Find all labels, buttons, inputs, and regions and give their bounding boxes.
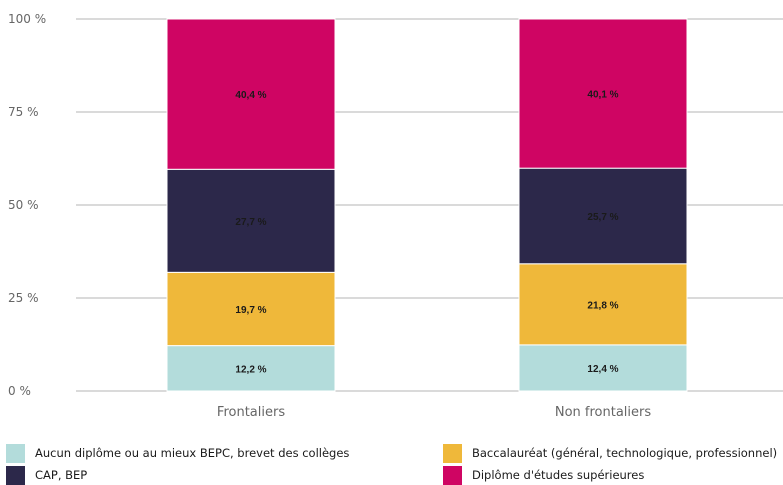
bar-segment	[166, 271, 336, 347]
legend-label: Diplôme d'études supérieures	[472, 468, 645, 482]
y-tick-label: 75 %	[8, 105, 39, 119]
data-label: 19,7 %	[235, 305, 266, 316]
legend-item-cap-bep: CAP, BEP	[6, 465, 87, 485]
data-label: 25,7 %	[587, 212, 618, 223]
bar-segment	[166, 345, 336, 392]
legend-item-diplome-superieur: Diplôme d'études supérieures	[443, 465, 644, 485]
data-label: 40,1 %	[587, 90, 618, 101]
x-tick-label: Non frontaliers	[555, 405, 652, 420]
y-tick-label: 0 %	[8, 384, 31, 398]
bar-segment	[166, 18, 336, 170]
data-label: 21,8 %	[587, 300, 618, 311]
data-label: 27,7 %	[235, 217, 266, 228]
legend-item-baccalaureat: Baccalauréat (général, technologique, pr…	[443, 443, 777, 463]
data-label: 40,4 %	[235, 90, 266, 101]
y-tick-label: 25 %	[8, 291, 39, 305]
stacked-bar-chart: 0 % 25 % 50 % 75 % 100 % 12,2 % 19,7 % 27,7 % 40…	[8, 12, 783, 420]
y-tick-label: 100 %	[8, 12, 46, 26]
bar-segment	[518, 18, 688, 169]
bar-segment	[518, 167, 688, 265]
y-tick-label: 50 %	[8, 198, 39, 212]
data-label: 12,4 %	[587, 364, 618, 375]
x-tick-label: Frontaliers	[217, 405, 285, 420]
legend-swatch	[443, 465, 462, 485]
legend-swatch	[6, 465, 25, 485]
legend-item-aucun-diplome: Aucun diplôme ou au mieux BEPC, brevet d…	[6, 443, 349, 463]
legend-label: CAP, BEP	[35, 468, 88, 482]
legend-swatch	[6, 443, 25, 463]
legend: Aucun diplôme ou au mieux BEPC, brevet d…	[0, 440, 783, 485]
legend-label: Aucun diplôme ou au mieux BEPC, brevet d…	[35, 446, 350, 460]
legend-label: Baccalauréat (général, technologique, pr…	[472, 446, 778, 460]
data-label: 12,2 %	[235, 364, 266, 375]
legend-swatch	[443, 443, 462, 463]
